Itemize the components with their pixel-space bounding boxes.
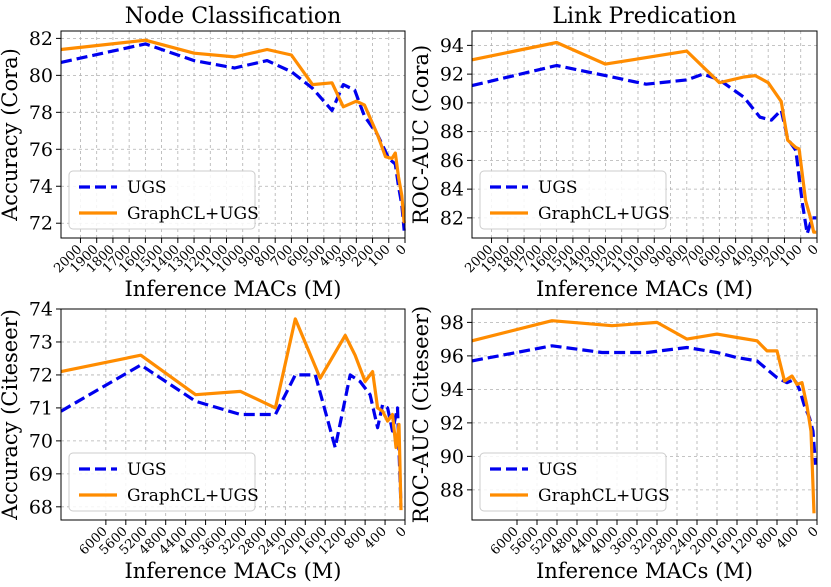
x-axis-label: Inference MACs (M) (125, 277, 342, 301)
chart-panel-3: 6869707172737460005600520048004400400036… (0, 299, 410, 584)
y-tick-label: 76 (29, 139, 53, 161)
y-tick-label: 78 (29, 102, 53, 124)
legend-label: GraphCL+UGS (127, 486, 259, 506)
y-tick-label: 84 (440, 179, 464, 201)
x-axis-label: Inference MACs (M) (125, 559, 342, 583)
chart-title: Link Predication (552, 4, 736, 29)
series-line-ugs (60, 42, 406, 231)
plot-frame (471, 308, 818, 521)
y-axis-label: ROC-AUC (Cora) (409, 45, 433, 224)
y-tick-label: 94 (440, 379, 464, 401)
series-line-ugs (60, 363, 403, 507)
y-tick-label: 82 (440, 207, 464, 229)
y-axis-label: Accuracy (Cora) (0, 48, 22, 222)
x-tick-label: 0 (393, 242, 409, 258)
chart-panel-2: 8284868890929420001900180017001600150014… (409, 4, 822, 301)
y-tick-label: 71 (29, 397, 53, 419)
chart-panel-1: 7274767880822000190018001700160015001400… (0, 4, 410, 301)
y-axis-label: Accuracy (Citeseer) (0, 309, 22, 521)
plot-frame (60, 30, 406, 239)
legend-label: GraphCL+UGS (538, 204, 670, 224)
series-line-ugs (471, 344, 818, 465)
x-axis-label: Inference MACs (M) (536, 277, 753, 301)
y-tick-label: 88 (440, 121, 464, 143)
y-tick-label: 86 (440, 150, 464, 172)
y-tick-label: 72 (29, 213, 53, 235)
x-axis-label: Inference MACs (M) (536, 559, 753, 583)
y-axis-label: ROC-AUC (Citeseer) (409, 306, 433, 524)
plot-frame (60, 308, 406, 521)
y-tick-label: 94 (440, 35, 464, 57)
x-tick-label: 400 (362, 524, 390, 552)
y-tick-label: 98 (440, 312, 464, 334)
y-tick-label: 74 (29, 176, 53, 198)
legend-label: UGS (538, 178, 578, 198)
series-line-graphcl-ugs (60, 38, 406, 224)
x-tick-label: 0 (393, 524, 409, 540)
y-tick-label: 90 (440, 92, 464, 114)
y-tick-label: 88 (440, 479, 464, 501)
x-tick-label: 400 (774, 524, 802, 552)
y-tick-label: 70 (29, 430, 53, 452)
y-tick-label: 72 (29, 364, 53, 386)
y-tick-label: 90 (440, 446, 464, 468)
x-tick-label: 0 (805, 524, 821, 540)
x-tick-label: 0 (805, 242, 821, 258)
series-line-ugs (471, 63, 817, 236)
chart-panel-4: 8890929496986000560052004800440040003600… (409, 306, 822, 583)
y-tick-label: 73 (29, 331, 53, 353)
y-tick-label: 80 (29, 65, 53, 87)
y-tick-label: 96 (440, 345, 464, 367)
series-line-graphcl-ugs (60, 317, 403, 511)
series-line-graphcl-ugs (471, 319, 816, 514)
legend-label: UGS (127, 178, 167, 198)
legend-label: UGS (538, 460, 578, 480)
legend-label: GraphCL+UGS (127, 204, 259, 224)
y-tick-label: 92 (440, 64, 464, 86)
y-tick-label: 74 (29, 299, 53, 321)
y-tick-label: 68 (29, 496, 53, 518)
legend-label: GraphCL+UGS (538, 486, 670, 506)
y-tick-label: 92 (440, 412, 464, 434)
y-tick-label: 69 (29, 463, 53, 485)
plot-frame (471, 30, 818, 239)
series-line-graphcl-ugs (471, 40, 817, 234)
chart-title: Node Classification (125, 4, 342, 29)
legend-label: UGS (127, 460, 167, 480)
y-tick-label: 82 (29, 28, 53, 50)
